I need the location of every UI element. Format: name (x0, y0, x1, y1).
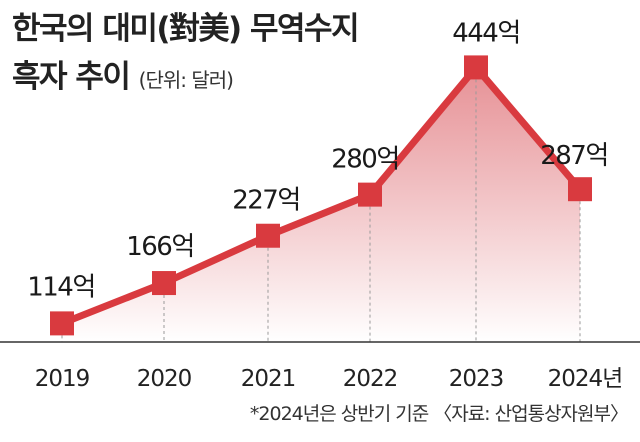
data-label: 444억 (452, 18, 520, 48)
data-point-marker (464, 55, 488, 80)
data-label: 114억 (27, 272, 95, 302)
source-note: *2024년은 상반기 기준 〈자료: 산업통상자원부〉 (249, 403, 629, 425)
series-line (60, 61, 583, 327)
x-tick-label: 2021 (241, 366, 296, 392)
x-tick-label: 2020 (137, 366, 192, 392)
x-tick-label: 2023 (449, 366, 504, 392)
x-tick-label: 2019 (35, 366, 90, 392)
chart-title-line1: 한국의 대미(對美) 무역수지 (12, 11, 360, 47)
x-tick-label: 2024년 (548, 366, 623, 392)
data-point-marker (256, 223, 280, 248)
unit-label: (단위: 달러) (138, 68, 234, 92)
chart-title-second-line: 흑자 추이 (단위: 달러) (12, 59, 234, 95)
data-point-marker (568, 177, 592, 202)
chart-title-line2: 흑자 추이 (12, 59, 131, 95)
data-label: 280억 (331, 145, 399, 175)
data-point-marker (152, 271, 176, 296)
x-tick-label: 2022 (343, 366, 398, 392)
data-point-marker (358, 182, 382, 207)
chart-title: 한국의 대미(對美) 무역수지 (12, 11, 360, 47)
data-label: 166억 (126, 232, 194, 262)
data-label: 227억 (232, 186, 300, 216)
area-fill (62, 67, 580, 342)
data-label: 287억 (540, 141, 608, 171)
data-point-marker (50, 311, 74, 336)
